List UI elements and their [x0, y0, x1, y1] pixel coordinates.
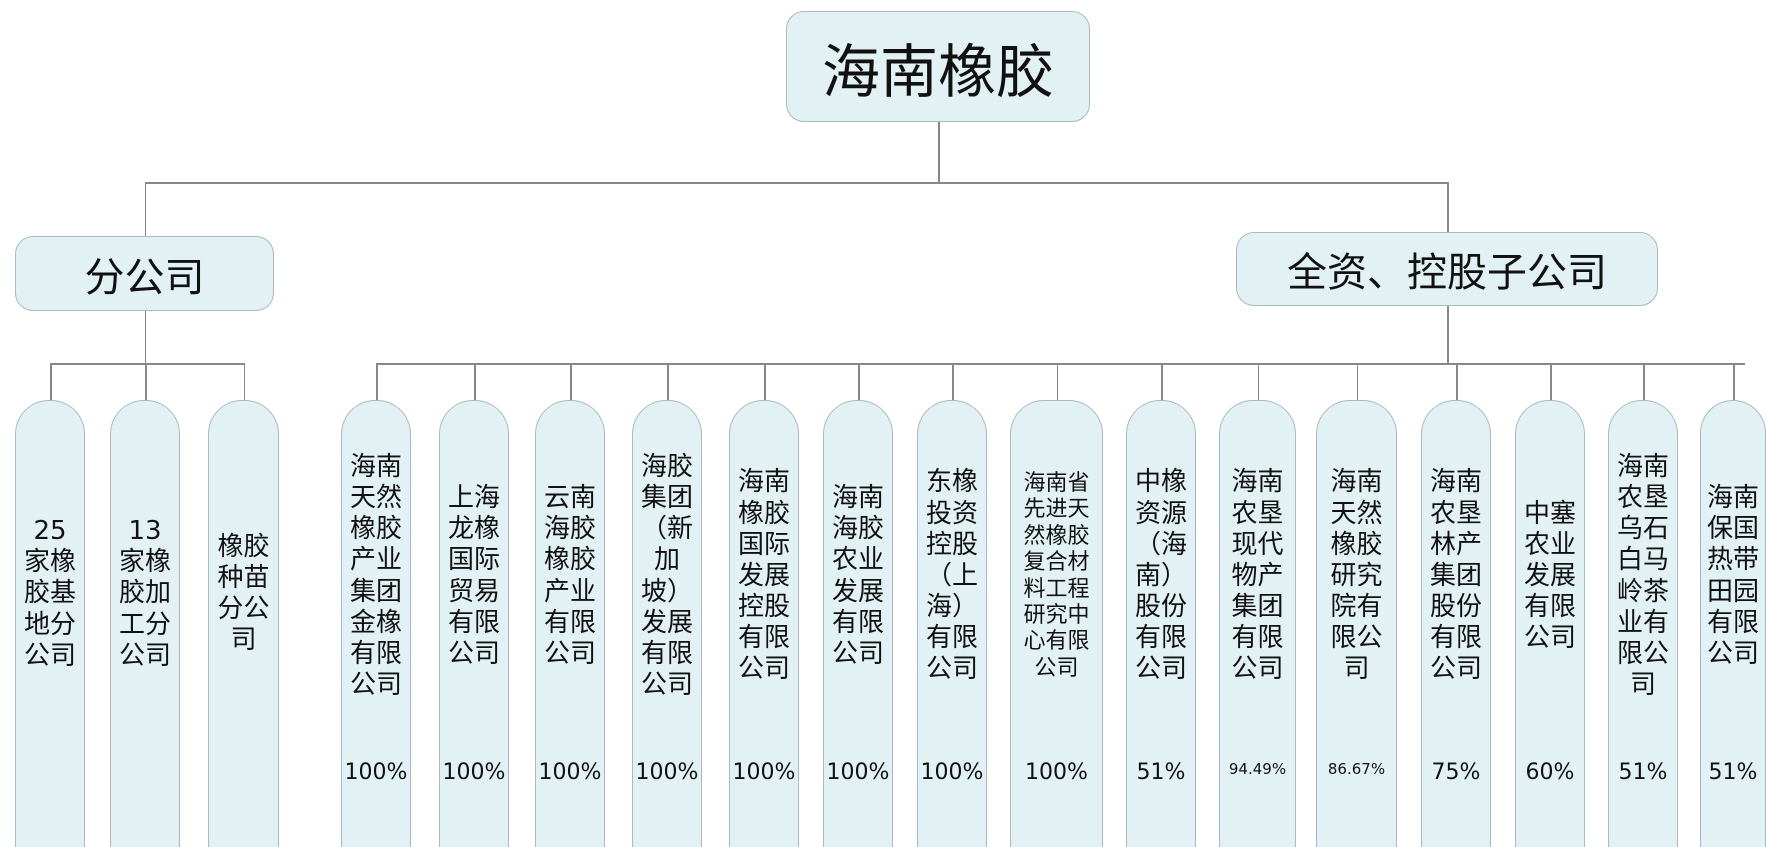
share: 86.67%	[1327, 760, 1386, 778]
connector	[1550, 363, 1552, 400]
child-label-area: 海南农垦现代物产集团有限公司	[1231, 401, 1285, 752]
share: 100%	[826, 760, 890, 785]
child-label: 25家橡胶基地分公司	[23, 516, 76, 671]
child-node: 13家橡胶加工分公司	[110, 400, 180, 847]
connector	[145, 363, 147, 400]
child-label: 东橡投资控股（上海）有限公司	[925, 467, 978, 685]
connector	[1356, 363, 1358, 400]
share: 100%	[344, 760, 408, 785]
child-label-area: 海南天然橡胶研究院有限公司	[1330, 401, 1384, 752]
connector	[1456, 363, 1458, 400]
child-label: 海南橡胶国际发展控股有限公司	[737, 467, 790, 685]
child-label-area: 海南农垦乌石白马岭茶业有限公司	[1616, 401, 1670, 752]
connector	[1447, 306, 1449, 363]
child-node: 海南农垦乌石白马岭茶业有限公司 51%	[1608, 400, 1678, 847]
root-node: 海南橡胶	[786, 11, 1090, 122]
child-label-area: 海南天然橡胶产业集团金橡有限公司	[349, 401, 403, 752]
child-label-area: 上海龙橡国际贸易有限公司	[447, 401, 501, 752]
connector	[144, 311, 146, 363]
child-node: 海南天然橡胶研究院有限公司 86.67%	[1316, 400, 1397, 847]
share: 100%	[732, 760, 796, 785]
child-label: 上海龙橡国际贸易有限公司	[447, 482, 500, 669]
child-label: 中橡资源（海南）股份有限公司	[1134, 467, 1187, 685]
connector	[1257, 363, 1259, 400]
connector	[938, 122, 940, 182]
connector	[858, 363, 860, 400]
child-label-area: 25家橡胶基地分公司	[23, 401, 77, 787]
connector	[144, 182, 146, 236]
child-label-area: 中塞农业发展有限公司	[1523, 401, 1577, 752]
child-label-area: 海胶集团（新加坡）发展有限公司	[640, 401, 694, 752]
connector	[1447, 182, 1449, 232]
child-node: 东橡投资控股（上海）有限公司 100%	[917, 400, 987, 847]
share: 60%	[1525, 760, 1575, 785]
child-label: 海南海胶农业发展有限公司	[831, 482, 884, 669]
child-node: 海南农垦现代物产集团有限公司 94.49%	[1219, 400, 1296, 847]
share: 100%	[442, 760, 506, 785]
child-label: 橡胶种苗分公司	[217, 531, 270, 656]
connector	[667, 363, 669, 400]
connector	[144, 182, 1447, 184]
child-label-area: 海南保国热带田园有限公司	[1706, 401, 1760, 752]
child-label: 海南天然橡胶研究院有限公司	[1330, 467, 1383, 685]
child-node: 中橡资源（海南）股份有限公司 51%	[1126, 400, 1196, 847]
share: 51%	[1618, 760, 1668, 785]
child-label-area: 东橡投资控股（上海）有限公司	[925, 401, 979, 752]
child-label-area: 海南农垦林产集团股份有限公司	[1429, 401, 1483, 752]
child-label: 云南海胶橡胶产业有限公司	[543, 482, 596, 669]
child-node: 25家橡胶基地分公司	[15, 400, 85, 847]
connector	[474, 363, 476, 400]
child-node: 海胶集团（新加坡）发展有限公司 100%	[632, 400, 702, 847]
child-node: 中塞农业发展有限公司 60%	[1515, 400, 1585, 847]
child-label: 中塞农业发展有限公司	[1523, 498, 1576, 654]
share: 100%	[538, 760, 602, 785]
child-node: 海南农垦林产集团股份有限公司 75%	[1421, 400, 1491, 847]
connector	[1161, 363, 1163, 400]
connector	[764, 363, 766, 400]
connector	[50, 363, 52, 400]
child-label-area: 13家橡胶加工分公司	[118, 401, 172, 787]
share: 100%	[920, 760, 984, 785]
connector	[1643, 363, 1645, 400]
branch-node: 分公司	[15, 236, 274, 311]
share: 51%	[1708, 760, 1758, 785]
child-label-area: 橡胶种苗分公司	[217, 401, 271, 787]
child-label-area: 海南省先进天然橡胶复合材料工程研究中心有限公司	[1023, 401, 1091, 752]
connector	[376, 363, 378, 400]
connector	[952, 363, 954, 400]
connector	[1733, 363, 1735, 400]
child-label: 海南农垦乌石白马岭茶业有限公司	[1616, 451, 1669, 701]
child-label: 13家橡胶加工分公司	[118, 516, 171, 671]
child-node: 上海龙橡国际贸易有限公司 100%	[439, 400, 509, 847]
branch-node: 全资、控股子公司	[1236, 232, 1658, 306]
child-label-area: 海南橡胶国际发展控股有限公司	[737, 401, 791, 752]
connector	[570, 363, 572, 400]
child-label: 海南天然橡胶产业集团金橡有限公司	[349, 451, 402, 701]
share: 100%	[635, 760, 699, 785]
child-node: 海南橡胶国际发展控股有限公司 100%	[729, 400, 799, 847]
child-label: 海胶集团（新加坡）发展有限公司	[640, 451, 693, 701]
child-label: 海南保国热带田园有限公司	[1706, 482, 1759, 669]
child-node: 云南海胶橡胶产业有限公司 100%	[535, 400, 605, 847]
child-node: 海南海胶农业发展有限公司 100%	[823, 400, 893, 847]
share: 51%	[1136, 760, 1186, 785]
connector	[243, 363, 245, 400]
child-node: 海南天然橡胶产业集团金橡有限公司 100%	[341, 400, 411, 847]
child-node: 海南保国热带田园有限公司 51%	[1700, 400, 1766, 847]
child-label-area: 云南海胶橡胶产业有限公司	[543, 401, 597, 752]
child-label-area: 海南海胶农业发展有限公司	[831, 401, 885, 752]
child-node: 海南省先进天然橡胶复合材料工程研究中心有限公司 100%	[1010, 400, 1103, 847]
child-label: 海南省先进天然橡胶复合材料工程研究中心有限公司	[1023, 470, 1090, 681]
child-node: 橡胶种苗分公司	[208, 400, 279, 847]
child-label: 海南农垦现代物产集团有限公司	[1231, 467, 1284, 685]
share: 75%	[1431, 760, 1481, 785]
child-label-area: 中橡资源（海南）股份有限公司	[1134, 401, 1188, 752]
share: 94.49%	[1228, 760, 1287, 778]
connector	[376, 363, 1745, 365]
connector	[1056, 363, 1058, 400]
child-label: 海南农垦林产集团股份有限公司	[1429, 467, 1482, 685]
connector	[50, 363, 244, 365]
share: 100%	[1025, 760, 1088, 785]
